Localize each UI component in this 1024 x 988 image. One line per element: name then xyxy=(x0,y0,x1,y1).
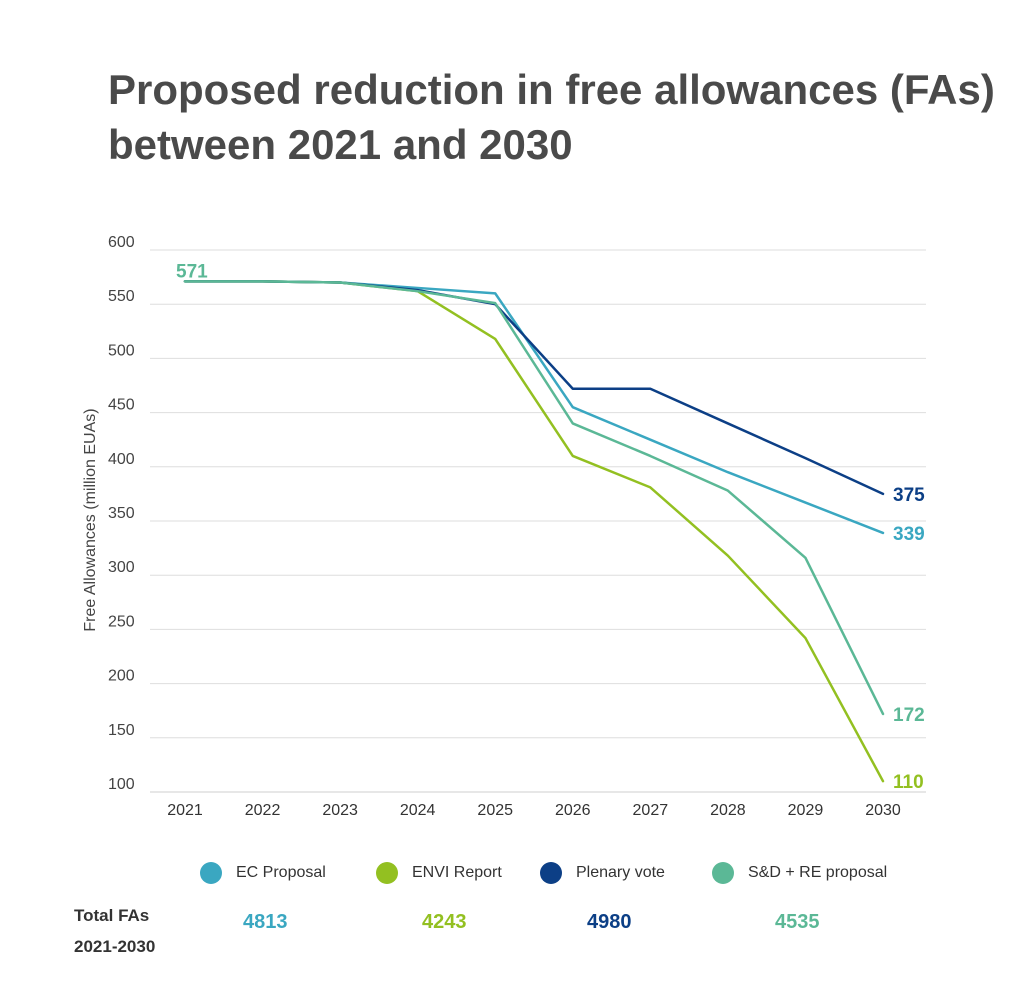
y-tick-label: 450 xyxy=(108,397,135,414)
y-tick-label: 300 xyxy=(108,559,135,576)
x-tick-label: 2028 xyxy=(710,802,746,819)
series-line xyxy=(183,280,885,716)
y-tick-label: 200 xyxy=(108,668,135,685)
series-line xyxy=(183,280,885,783)
total-envi-report: 4243 xyxy=(422,911,467,933)
series-end-label: 375 xyxy=(893,485,925,506)
total-plenary-vote: 4980 xyxy=(587,911,632,933)
y-tick-label: 100 xyxy=(108,776,135,793)
y-tick-label: 250 xyxy=(108,613,135,630)
legend-swatch-envi-report xyxy=(376,862,398,884)
y-tick-label: 150 xyxy=(108,722,135,739)
y-tick-label: 550 xyxy=(108,288,135,305)
legend-item-sd-re-proposal[interactable]: S&D + RE proposal xyxy=(712,860,887,886)
legend-label: ENVI Report xyxy=(412,864,502,881)
x-tick-label: 2026 xyxy=(555,802,591,819)
x-tick-label: 2027 xyxy=(633,802,669,819)
x-tick-label: 2029 xyxy=(788,802,824,819)
series-end-label: 172 xyxy=(893,705,925,726)
total-sd-re-proposal: 4535 xyxy=(775,911,820,933)
y-tick-label: 500 xyxy=(108,342,135,359)
series-start-label: 571 xyxy=(176,261,208,282)
series-end-label: 339 xyxy=(893,524,925,545)
chart-title: Proposed reduction in free allowances (F… xyxy=(108,66,995,168)
legend-label: Plenary vote xyxy=(576,864,665,881)
total-ec-proposal: 4813 xyxy=(243,911,288,933)
legend-label: EC Proposal xyxy=(236,864,326,881)
x-tick-label: 2021 xyxy=(167,802,203,819)
x-tick-label: 2022 xyxy=(245,802,281,819)
x-tick-label: 2024 xyxy=(400,802,436,819)
legend-swatch-plenary-vote xyxy=(540,862,562,884)
totals-label: Total FAs 2021-2030 xyxy=(74,906,156,956)
legend-item-ec-proposal[interactable]: EC Proposal xyxy=(200,860,326,886)
x-tick-label: 2030 xyxy=(865,802,901,819)
y-tick-label: 350 xyxy=(108,505,135,522)
legend-label: S&D + RE proposal xyxy=(748,864,888,881)
x-tick-label: 2023 xyxy=(322,802,358,819)
series-end-label: 110 xyxy=(893,772,924,793)
legend-item-envi-report[interactable]: ENVI Report xyxy=(376,860,502,886)
y-tick-label: 400 xyxy=(108,451,135,468)
y-tick-label: 600 xyxy=(108,234,135,251)
legend-item-plenary-vote[interactable]: Plenary vote xyxy=(540,860,665,886)
x-tick-label: 2025 xyxy=(477,802,513,819)
y-axis-label: Free Allowances (million EUAs) xyxy=(82,408,99,631)
legend-swatch-sd-re-proposal xyxy=(712,862,734,884)
series-line xyxy=(183,280,885,535)
legend-swatch-ec-proposal xyxy=(200,862,222,884)
series-line xyxy=(183,280,885,496)
